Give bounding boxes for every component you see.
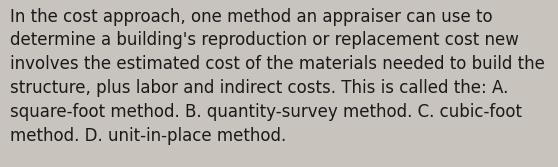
Text: In the cost approach, one method an appraiser can use to
determine a building's : In the cost approach, one method an appr… <box>10 8 545 145</box>
